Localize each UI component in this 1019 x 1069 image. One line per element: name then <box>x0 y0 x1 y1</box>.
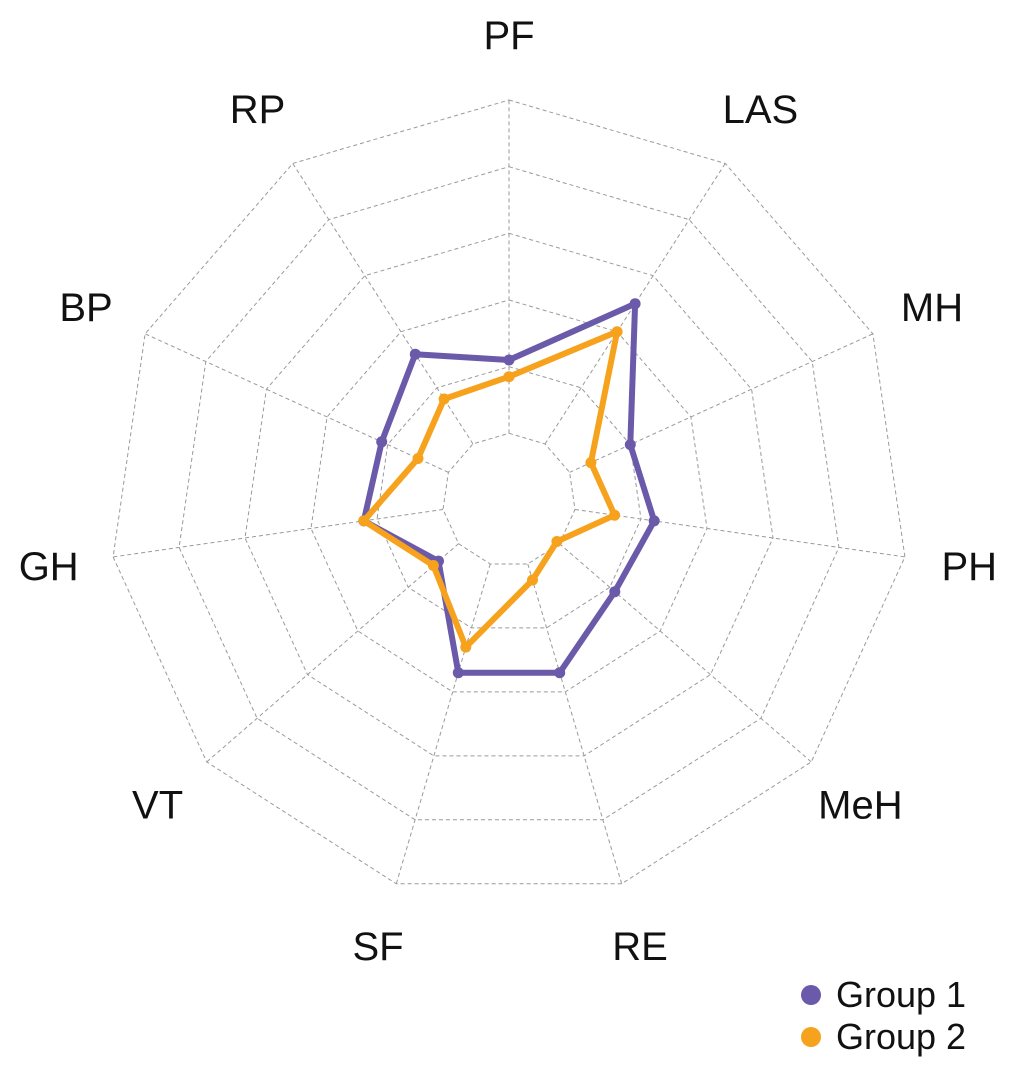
spoke-gh <box>113 508 444 558</box>
data-point-group-2-rp <box>438 393 450 405</box>
series-line-group-1 <box>360 300 658 676</box>
data-point-group-1-rp <box>409 348 421 360</box>
data-point-group-1-mh <box>624 439 636 451</box>
data-point-group-2-ph <box>609 509 621 521</box>
axis-label-re: RE <box>612 925 668 969</box>
legend-marker-group-1 <box>801 985 821 1005</box>
spoke-bp <box>144 333 449 473</box>
series-line-group-2 <box>360 328 621 651</box>
legend-marker-group-2 <box>801 1027 821 1047</box>
spoke-ph <box>574 508 905 558</box>
spoke-sf <box>395 563 491 884</box>
series-group-2 <box>358 326 623 653</box>
data-point-group-1-sf <box>452 667 464 679</box>
axis-label-sf: SF <box>352 925 403 969</box>
axis-label-pf: PF <box>483 14 534 58</box>
data-point-group-2-las <box>611 326 623 338</box>
axis-label-meh: MeH <box>818 784 902 828</box>
legend-label-group-1: Group 1 <box>836 974 966 1015</box>
grid-ring-2 <box>376 366 642 629</box>
spoke-re <box>527 563 623 884</box>
data-point-group-2-meh <box>551 536 563 547</box>
data-point-group-1-ph <box>648 515 660 527</box>
axis-label-rp: RP <box>230 88 286 132</box>
axis-label-bp: BP <box>59 286 112 330</box>
data-point-group-1-pf <box>503 354 515 366</box>
axis-label-las: LAS <box>723 88 799 132</box>
data-point-group-2-sf <box>460 641 472 653</box>
grid-ring-6 <box>112 99 906 885</box>
data-point-group-2-vt <box>427 560 439 571</box>
data-point-group-2-gh <box>358 515 370 527</box>
data-point-group-1-las <box>629 298 641 310</box>
axis-label-mh: MH <box>901 286 963 330</box>
data-point-group-2-mh <box>585 457 597 469</box>
data-point-group-2-re <box>527 574 538 586</box>
legend-label-group-2: Group 2 <box>836 1016 966 1057</box>
spoke-meh <box>559 543 812 763</box>
axis-labels: PF LAS MH PH MeH RE SF VT GH BP RP <box>19 14 997 969</box>
grid-ring-5 <box>178 166 840 821</box>
series-group-1 <box>358 298 660 679</box>
data-point-group-1-re <box>554 667 566 679</box>
grid-layer <box>112 99 906 885</box>
axis-label-vt: VT <box>132 784 183 828</box>
grid-ring-1 <box>442 432 576 565</box>
grid-ring-4 <box>244 232 774 757</box>
axis-label-ph: PH <box>942 545 998 589</box>
series-layer <box>358 298 660 679</box>
data-point-group-1-bp <box>376 436 388 448</box>
data-point-group-1-meh <box>609 586 621 598</box>
axis-label-gh: GH <box>19 545 79 589</box>
data-point-group-2-pf <box>503 371 515 383</box>
data-point-group-2-bp <box>412 453 424 464</box>
grid-ring-3 <box>310 299 708 693</box>
